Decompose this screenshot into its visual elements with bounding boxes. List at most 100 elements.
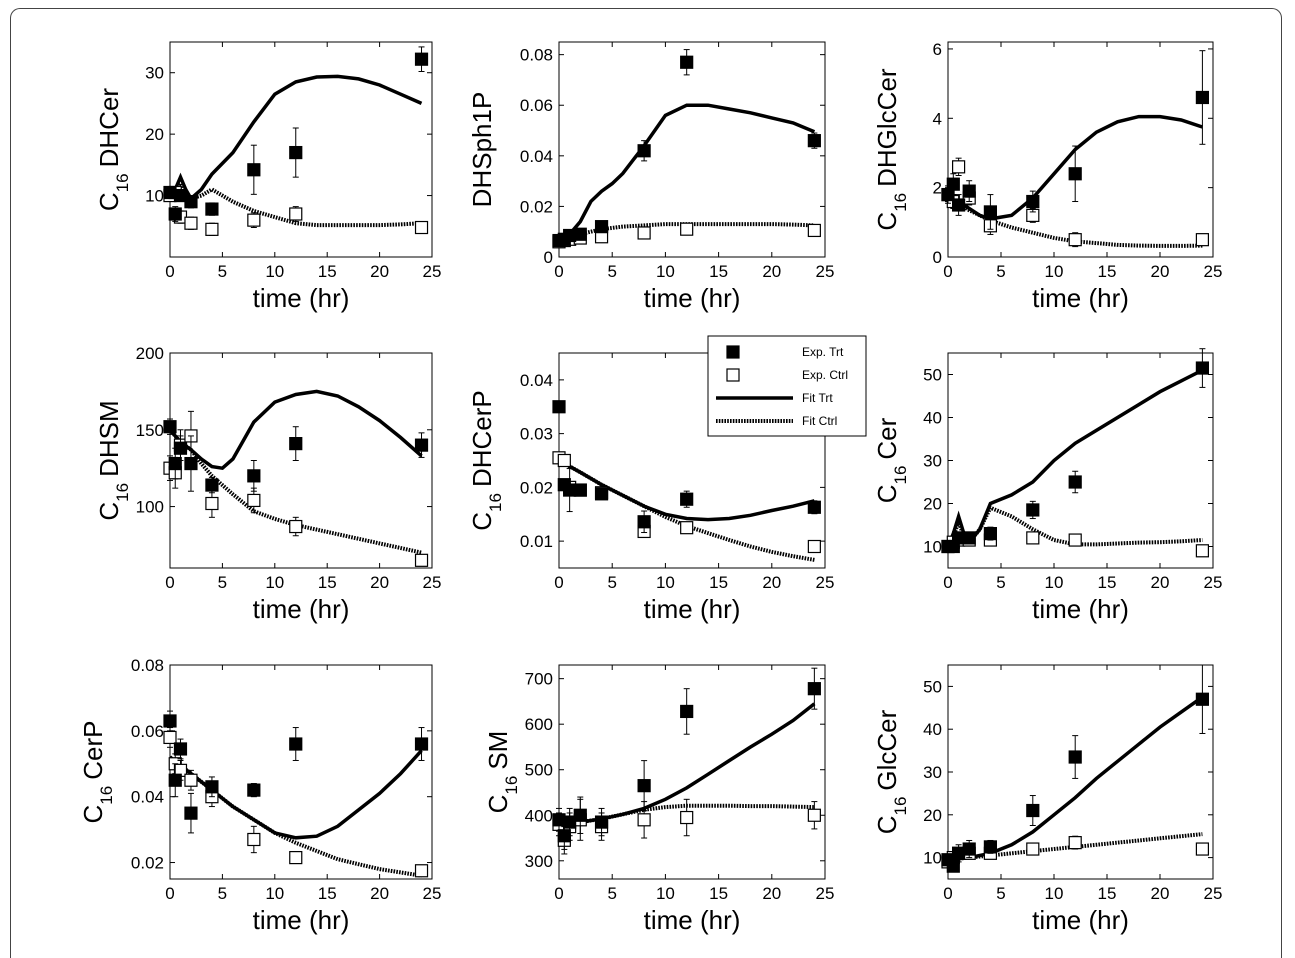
ctrl-point bbox=[807, 223, 821, 238]
ctrl-point bbox=[205, 222, 219, 236]
x-tick-label: 10 bbox=[656, 573, 675, 592]
x-axis-label: time (hr) bbox=[644, 905, 741, 935]
trt-point bbox=[637, 515, 651, 529]
y-tick-label: 0.08 bbox=[520, 46, 553, 65]
trt-point bbox=[573, 483, 587, 497]
trt-point bbox=[163, 714, 177, 728]
ctrl-point bbox=[289, 207, 303, 221]
trt-point bbox=[680, 55, 694, 69]
x-tick-label: 20 bbox=[762, 573, 781, 592]
x-tick-label: 0 bbox=[554, 573, 563, 592]
y-tick-label: 0.04 bbox=[131, 788, 164, 807]
figure-frame bbox=[10, 8, 1282, 958]
ctrl-point bbox=[637, 226, 651, 240]
plot-area bbox=[558, 41, 826, 258]
y-tick-label: 0.06 bbox=[520, 96, 553, 115]
x-tick-label: 15 bbox=[318, 262, 337, 281]
x-tick-label: 10 bbox=[656, 262, 675, 281]
trt-point bbox=[1195, 90, 1210, 105]
y-tick-label: 150 bbox=[136, 421, 164, 440]
ctrl-point bbox=[289, 850, 303, 865]
trt-point bbox=[962, 184, 976, 198]
fit-trt-line bbox=[168, 74, 423, 202]
trt-point bbox=[168, 207, 182, 221]
legend-label: Fit Trt bbox=[802, 391, 833, 405]
y-axis-label: C16DHCer bbox=[94, 88, 132, 211]
trt-point bbox=[414, 438, 429, 452]
x-tick-label: 25 bbox=[1204, 262, 1223, 281]
fit-trt-line bbox=[558, 458, 815, 522]
panel-7: 0 5 10 15 20 25 0.02 0.04 0.06 0.08 time (hr) C16Ce… bbox=[78, 656, 441, 935]
x-tick-label: 10 bbox=[656, 884, 675, 903]
trt-point bbox=[168, 456, 182, 471]
trt-point bbox=[573, 227, 587, 241]
x-tick-label: 15 bbox=[318, 884, 337, 903]
x-tick-label: 25 bbox=[423, 573, 442, 592]
y-tick-label: 0.03 bbox=[520, 425, 553, 444]
panel-9: 0 5 10 15 20 25 10 20 30 40 50 time (hr) C16GlcCer bbox=[872, 664, 1222, 935]
trt-point bbox=[247, 163, 261, 177]
y-tick-label: 0 bbox=[544, 248, 553, 267]
x-tick-label: 20 bbox=[762, 262, 781, 281]
trt-point bbox=[680, 704, 694, 719]
ctrl-point bbox=[1195, 544, 1210, 558]
x-tick-label: 10 bbox=[265, 262, 284, 281]
trt-point bbox=[563, 815, 577, 829]
ctrl-point bbox=[807, 539, 821, 554]
panel-6: 0 5 10 15 20 25 10 20 30 40 50 time (hr) C16Cer bbox=[872, 348, 1222, 624]
y-axis-label: C16DHCerP bbox=[467, 390, 505, 531]
y-tick-label: 0 bbox=[933, 248, 942, 267]
trt-point bbox=[807, 500, 821, 514]
x-axis-label: time (hr) bbox=[1032, 594, 1129, 624]
y-tick-label: 20 bbox=[923, 806, 942, 825]
x-tick-label: 15 bbox=[1098, 262, 1117, 281]
x-tick-label: 10 bbox=[1045, 884, 1064, 903]
ctrl-point bbox=[807, 808, 821, 822]
x-axis-label: time (hr) bbox=[1032, 905, 1129, 935]
trt-point bbox=[289, 145, 303, 160]
trt-point bbox=[1068, 475, 1082, 489]
ctrl-point bbox=[680, 521, 694, 535]
trt-point bbox=[1026, 803, 1040, 818]
trt-point bbox=[637, 144, 651, 158]
trt-point bbox=[594, 487, 609, 501]
panel-5: 0 5 10 15 20 25 0.01 0.02 0.03 0.04 time (hr) C16DH… bbox=[467, 352, 834, 624]
x-tick-label: 0 bbox=[943, 884, 952, 903]
trt-point bbox=[637, 779, 651, 793]
x-tick-label: 15 bbox=[1098, 884, 1117, 903]
x-tick-label: 5 bbox=[218, 573, 227, 592]
trt-point bbox=[951, 198, 966, 212]
ctrl-point bbox=[1195, 842, 1210, 856]
y-tick-label: 30 bbox=[923, 763, 942, 782]
ctrl-point bbox=[1068, 233, 1082, 247]
ctrl-point bbox=[414, 220, 429, 235]
ctrl-point bbox=[1195, 233, 1210, 247]
x-tick-label: 5 bbox=[218, 262, 227, 281]
trt-point bbox=[680, 492, 694, 506]
plot-area bbox=[558, 664, 826, 880]
x-tick-label: 20 bbox=[1151, 262, 1170, 281]
trt-point bbox=[205, 202, 219, 216]
trt-point bbox=[946, 859, 960, 873]
y-tick-label: 700 bbox=[525, 670, 553, 689]
y-tick-label: 600 bbox=[525, 715, 553, 734]
ctrl-point bbox=[1068, 836, 1082, 850]
fit-trt-line bbox=[557, 103, 816, 244]
trt-point bbox=[205, 780, 219, 794]
trt-point bbox=[184, 456, 198, 471]
trt-point bbox=[807, 134, 821, 148]
legend-label: Fit Ctrl bbox=[802, 414, 837, 428]
fit-trt-line bbox=[168, 389, 423, 471]
y-tick-label: 2 bbox=[933, 179, 942, 198]
trt-point bbox=[1026, 503, 1040, 517]
trt-point bbox=[962, 531, 976, 545]
x-axis-label: time (hr) bbox=[644, 594, 741, 624]
x-tick-label: 25 bbox=[816, 884, 835, 903]
ctrl-point bbox=[680, 222, 694, 236]
trt-point bbox=[594, 220, 609, 234]
trt-point bbox=[289, 737, 303, 751]
trt-point bbox=[247, 783, 261, 797]
trt-point bbox=[414, 52, 429, 66]
y-tick-label: 0.02 bbox=[520, 197, 553, 216]
